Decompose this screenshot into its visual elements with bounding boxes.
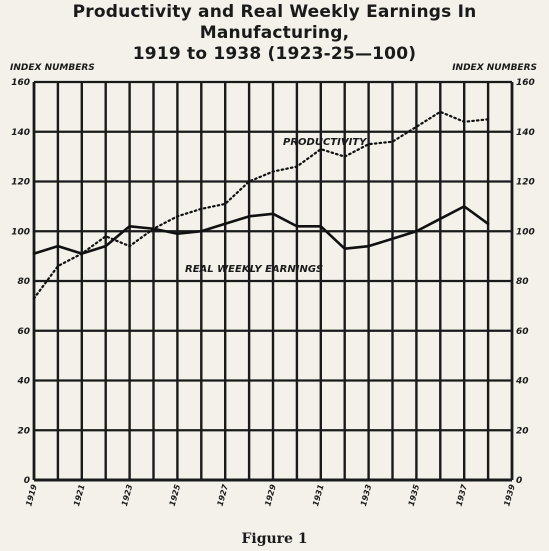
x-tick-1921: 1921 xyxy=(72,483,86,507)
series-line-productivity xyxy=(32,110,490,300)
x-tick-1925: 1925 xyxy=(168,483,183,507)
y-tick-left-120: 120 xyxy=(11,178,30,188)
y-tick-left-100: 100 xyxy=(11,227,30,237)
y-tick-right-100: 100 xyxy=(516,227,535,237)
x-tick-1923: 1923 xyxy=(120,483,135,507)
left-axis-label: INDEX NUMBERS xyxy=(10,63,95,73)
y-tick-left-160: 160 xyxy=(11,78,30,88)
chart-title-line-1: Productivity and Real Weekly Earnings In… xyxy=(72,2,477,43)
y-tick-right-80: 80 xyxy=(516,277,529,287)
left-y-ticks: 0 20 40 60 80 100 120 140 160 xyxy=(11,78,30,486)
y-tick-right-140: 140 xyxy=(516,128,535,138)
y-tick-right-0: 0 xyxy=(516,476,522,486)
series-label-real-weekly-earnings: REAL WEEKLY EARNINGS xyxy=(185,264,323,275)
x-tick-1937: 1937 xyxy=(455,483,470,507)
y-tick-left-40: 40 xyxy=(16,377,30,387)
series-line-real-weekly-earnings xyxy=(32,205,490,255)
y-tick-left-140: 140 xyxy=(11,128,30,138)
series-group xyxy=(32,110,490,300)
series-labels: PRODUCTIVITY REAL WEEKLY EARNINGS xyxy=(185,137,368,275)
x-tick-1939: 1939 xyxy=(502,483,517,507)
y-tick-right-160: 160 xyxy=(516,78,535,88)
right-axis-label: INDEX NUMBERS xyxy=(452,63,537,73)
y-tick-right-40: 40 xyxy=(515,377,529,387)
chart-grid xyxy=(32,80,514,482)
x-ticks: 1919 1921 1923 1925 1927 1929 1931 1933 1935 1937… xyxy=(24,483,517,507)
x-tick-1935: 1935 xyxy=(407,483,422,507)
x-tick-1931: 1931 xyxy=(311,483,325,507)
y-tick-left-80: 80 xyxy=(17,277,30,287)
chart-title-line-2: 1919 to 1938 (1923-25—100) xyxy=(132,44,417,64)
y-tick-left-60: 60 xyxy=(17,327,30,337)
series-label-productivity: PRODUCTIVITY xyxy=(283,137,368,148)
x-tick-1933: 1933 xyxy=(359,483,374,507)
figure-caption: Figure 1 xyxy=(241,531,308,547)
chart-title: Productivity and Real Weekly Earnings In… xyxy=(0,2,549,65)
y-tick-left-0: 0 xyxy=(24,476,30,486)
y-tick-left-20: 20 xyxy=(17,426,30,436)
x-tick-1927: 1927 xyxy=(216,483,231,507)
y-tick-right-60: 60 xyxy=(516,327,529,337)
x-tick-1919: 1919 xyxy=(24,483,39,507)
y-tick-right-20: 20 xyxy=(516,426,529,436)
right-y-ticks: 0 20 40 60 80 100 120 140 160 xyxy=(515,78,535,486)
y-tick-right-120: 120 xyxy=(516,178,535,188)
x-tick-1929: 1929 xyxy=(263,483,278,507)
